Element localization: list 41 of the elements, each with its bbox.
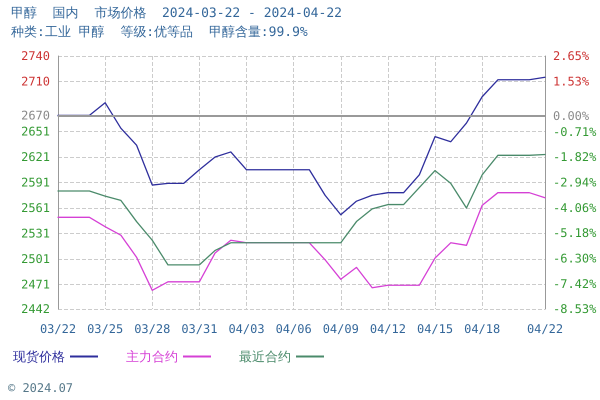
y-tick-label: 2501 bbox=[21, 252, 50, 266]
legend-label: 主力合约 bbox=[126, 349, 178, 364]
x-tick-label: 04/09 bbox=[322, 322, 359, 336]
x-tick-label: 04/15 bbox=[416, 322, 454, 336]
legend-label: 现货价格 bbox=[13, 349, 65, 364]
x-tick-label: 04/06 bbox=[276, 322, 312, 336]
y2-tick-label: -8.53% bbox=[553, 302, 598, 316]
y2-tick-label: -5.18% bbox=[553, 226, 598, 240]
chart-subtitle: 种类:工业 甲醇 等级:优等品 甲醇含量:99.9% bbox=[11, 25, 308, 40]
x-tick-label: 03/31 bbox=[181, 322, 218, 336]
x-tick-label: 04/12 bbox=[370, 322, 406, 336]
y2-tick-label: -1.82% bbox=[553, 150, 598, 164]
line-series bbox=[57, 154, 546, 266]
x-tick-label: 04/18 bbox=[464, 322, 500, 336]
y2-tick-label: -6.30% bbox=[553, 252, 598, 266]
y2-tick-label: 0.00% bbox=[553, 108, 590, 123]
text: © 2024.07 bbox=[8, 381, 74, 395]
y-tick-label: 2561 bbox=[21, 200, 50, 215]
y2-tick-label: -4.06% bbox=[553, 200, 598, 215]
line-series bbox=[57, 76, 546, 216]
y-tick-label: 2442 bbox=[21, 302, 50, 316]
y2-tick-label: 2.65% bbox=[553, 49, 590, 63]
chart-title: 甲醇 国内 市场价格 2024-03-22 - 2024-04-22 bbox=[11, 6, 342, 21]
y-tick-label: 2670 bbox=[21, 108, 50, 122]
y-tick-label: 2591 bbox=[21, 176, 50, 190]
y2-tick-label: 1.53% bbox=[553, 74, 590, 88]
x-tick-label: 03/22 bbox=[40, 322, 76, 336]
y-tick-label: 2531 bbox=[21, 226, 50, 240]
y-tick-label: 2621 bbox=[21, 150, 50, 164]
y-tick-label: 2471 bbox=[21, 277, 50, 292]
y-tick-label: 2740 bbox=[21, 49, 50, 63]
x-tick-label: 04/03 bbox=[228, 322, 265, 336]
x-tick-label: 04/22 bbox=[526, 322, 564, 336]
y-tick-label: 2651 bbox=[21, 124, 50, 139]
y2-tick-label: -2.94% bbox=[553, 176, 598, 190]
y-tick-label: 2710 bbox=[21, 74, 50, 88]
x-tick-label: 03/28 bbox=[134, 322, 170, 336]
y2-tick-label: -7.42% bbox=[553, 276, 598, 291]
x-tick-label: 03/25 bbox=[87, 322, 124, 336]
y2-tick-label: -0.71% bbox=[553, 125, 598, 140]
legend-label: 最近合约 bbox=[239, 349, 291, 364]
